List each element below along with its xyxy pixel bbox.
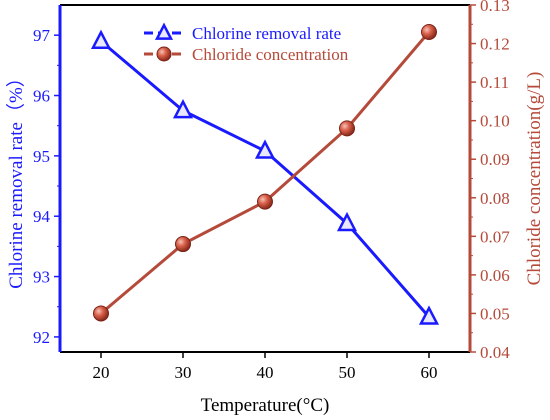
- right-y-axis-title: Chloride concentration(g/L): [524, 72, 545, 286]
- right-y-tick-label: 0.04: [480, 343, 510, 362]
- chloride-concentration-point: [339, 120, 355, 137]
- right-y-tick-label: 0.11: [480, 73, 509, 92]
- right-y-tick-label: 0.09: [480, 150, 510, 169]
- legend-label-chlorine-removal: Chlorine removal rate: [192, 24, 341, 43]
- chloride-concentration-point: [93, 305, 109, 322]
- x-tick-label: 40: [257, 363, 274, 382]
- right-y-tick-label: 0.08: [480, 189, 510, 208]
- chloride-concentration-point: [257, 193, 273, 210]
- left-y-tick-label: 97: [33, 26, 51, 45]
- chlorine-removal-point: [172, 98, 194, 119]
- left-y-tick-label: 92: [33, 328, 50, 347]
- right-y-tick-label: 0.10: [480, 112, 510, 131]
- chlorine-removal-point: [336, 211, 358, 232]
- chloride-concentration-point: [421, 23, 437, 40]
- x-tick-label: 20: [93, 363, 110, 382]
- chlorine-removal-point: [90, 29, 112, 49]
- x-tick-label: 30: [175, 363, 192, 382]
- legend-marker-triangle: [154, 22, 174, 40]
- left-y-tick-label: 95: [33, 147, 50, 166]
- left-y-axis-title: Chlorine removal rate（%）: [5, 68, 27, 289]
- chloride-concentration-point: [175, 236, 191, 253]
- x-axis-title: Temperature(°C): [201, 395, 330, 416]
- chlorine-removal-point: [418, 305, 440, 325]
- x-tick-label: 60: [421, 363, 438, 382]
- x-tick-label: 50: [339, 363, 356, 382]
- left-y-tick-label: 94: [33, 207, 51, 226]
- right-y-tick-label: 0.05: [480, 304, 510, 323]
- series-chlorine-removal-line: [100, 40, 431, 318]
- right-y-tick-label: 0.12: [480, 35, 510, 54]
- left-y-tick-label: 93: [33, 268, 50, 287]
- right-y-tick-label: 0.07: [480, 227, 510, 246]
- legend-marker-circle: [156, 46, 172, 62]
- legend-label-chloride-concentration: Chloride concentration: [192, 45, 349, 64]
- chlorine-removal-point: [254, 139, 276, 159]
- left-y-tick-label: 96: [33, 87, 50, 106]
- right-y-tick-label: 0.06: [480, 266, 510, 285]
- right-y-tick-label: 0.13: [480, 0, 510, 15]
- series-chloride-concentration-line: [100, 31, 431, 315]
